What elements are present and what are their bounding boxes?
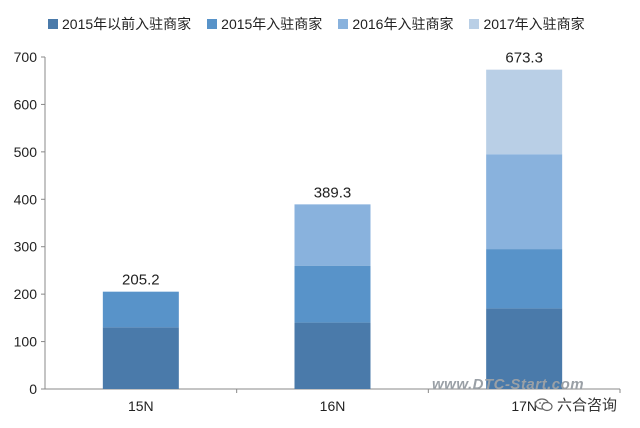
y-tick-label: 200 [14,286,38,302]
x-tick-label: 15N [128,398,154,414]
wechat-icon [535,397,553,411]
legend-swatch [48,19,58,29]
bar-segment [294,265,371,323]
legend-item: 2015年以前入驻商家 [48,14,191,34]
bar-segment [102,327,179,389]
brand-name: 六合咨询 [557,397,618,414]
bar-segment [486,154,563,250]
bar-segment [294,204,371,266]
bar-segment [294,322,371,389]
x-tick-label: 16N [320,398,346,414]
legend-label: 2017年入驻商家 [483,16,585,32]
y-tick-label: 100 [14,334,38,350]
bar-total-label: 673.3 [505,50,543,67]
brand-label: 六合咨询 [535,394,617,415]
legend-item: 2016年入驻商家 [338,14,453,34]
legend-swatch [338,19,349,29]
y-tick-label: 500 [14,144,38,160]
chart-legend: 2015年以前入驻商家 2015年入驻商家 2016年入驻商家 2017年入驻商家 [48,14,585,34]
bar-segment [102,291,179,328]
bar-total-label: 205.2 [122,272,160,289]
legend-item: 2017年入驻商家 [469,14,585,34]
y-tick-label: 700 [14,49,38,65]
y-tick-label: 300 [14,239,38,255]
legend-swatch [469,19,480,29]
bar-segment [486,69,563,155]
y-tick-label: 600 [14,96,38,112]
legend-swatch [207,19,218,29]
watermark-text: www.DTC-Start.com [432,376,585,393]
y-tick-label: 0 [29,381,37,397]
bar-segment [486,249,563,309]
x-tick-label: 17N [511,398,537,414]
bar-segment [486,308,563,389]
y-tick-label: 400 [14,191,38,207]
legend-label: 2015年以前入驻商家 [62,16,192,32]
legend-label: 2015年入驻商家 [221,16,323,32]
bar-total-label: 389.3 [314,184,352,201]
legend-label: 2016年入驻商家 [352,16,454,32]
legend-item: 2015年入驻商家 [207,14,322,34]
